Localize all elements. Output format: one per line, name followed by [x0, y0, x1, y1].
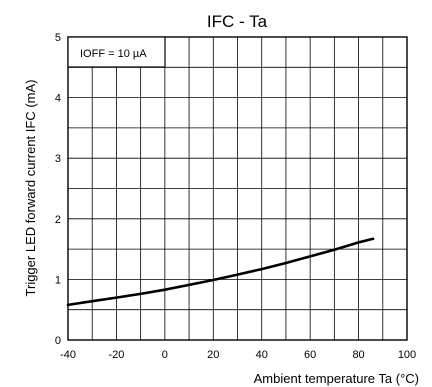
x-axis-label: Ambient temperature Ta (°C): [254, 371, 419, 386]
chart-title: IFC - Ta: [207, 12, 268, 31]
x-tick-label: 80: [352, 349, 364, 361]
y-tick-label: 5: [55, 32, 61, 44]
x-tick-label: 20: [207, 349, 219, 361]
x-tick-label: 0: [162, 349, 168, 361]
y-tick-label: 1: [55, 274, 61, 286]
annotation-box: IOFF = 10 µA: [67, 36, 166, 68]
x-tick-label: -20: [108, 349, 124, 361]
y-tick-label: 0: [55, 335, 61, 347]
annotation-frame: [67, 36, 166, 68]
plot-frame: [67, 36, 408, 341]
tick-labels: -40 -20 0 20 40 60 80 100 0 1 2 3 4 5: [55, 32, 416, 361]
series-layer: [66, 237, 375, 307]
x-tick-label: 100: [398, 349, 416, 361]
y-tick-label: 4: [55, 93, 61, 105]
x-tick-label: 40: [256, 349, 268, 361]
y-tick-label: 2: [55, 214, 61, 226]
y-tick-label: 3: [55, 153, 61, 165]
annotation-text: IOFF = 10 µA: [80, 48, 147, 60]
series-line: [66, 237, 375, 307]
y-axis-label: Trigger LED forward current IFC (mA): [23, 80, 38, 297]
grid: [68, 37, 407, 340]
x-tick-label: 60: [304, 349, 316, 361]
x-tick-label: -40: [60, 349, 76, 361]
